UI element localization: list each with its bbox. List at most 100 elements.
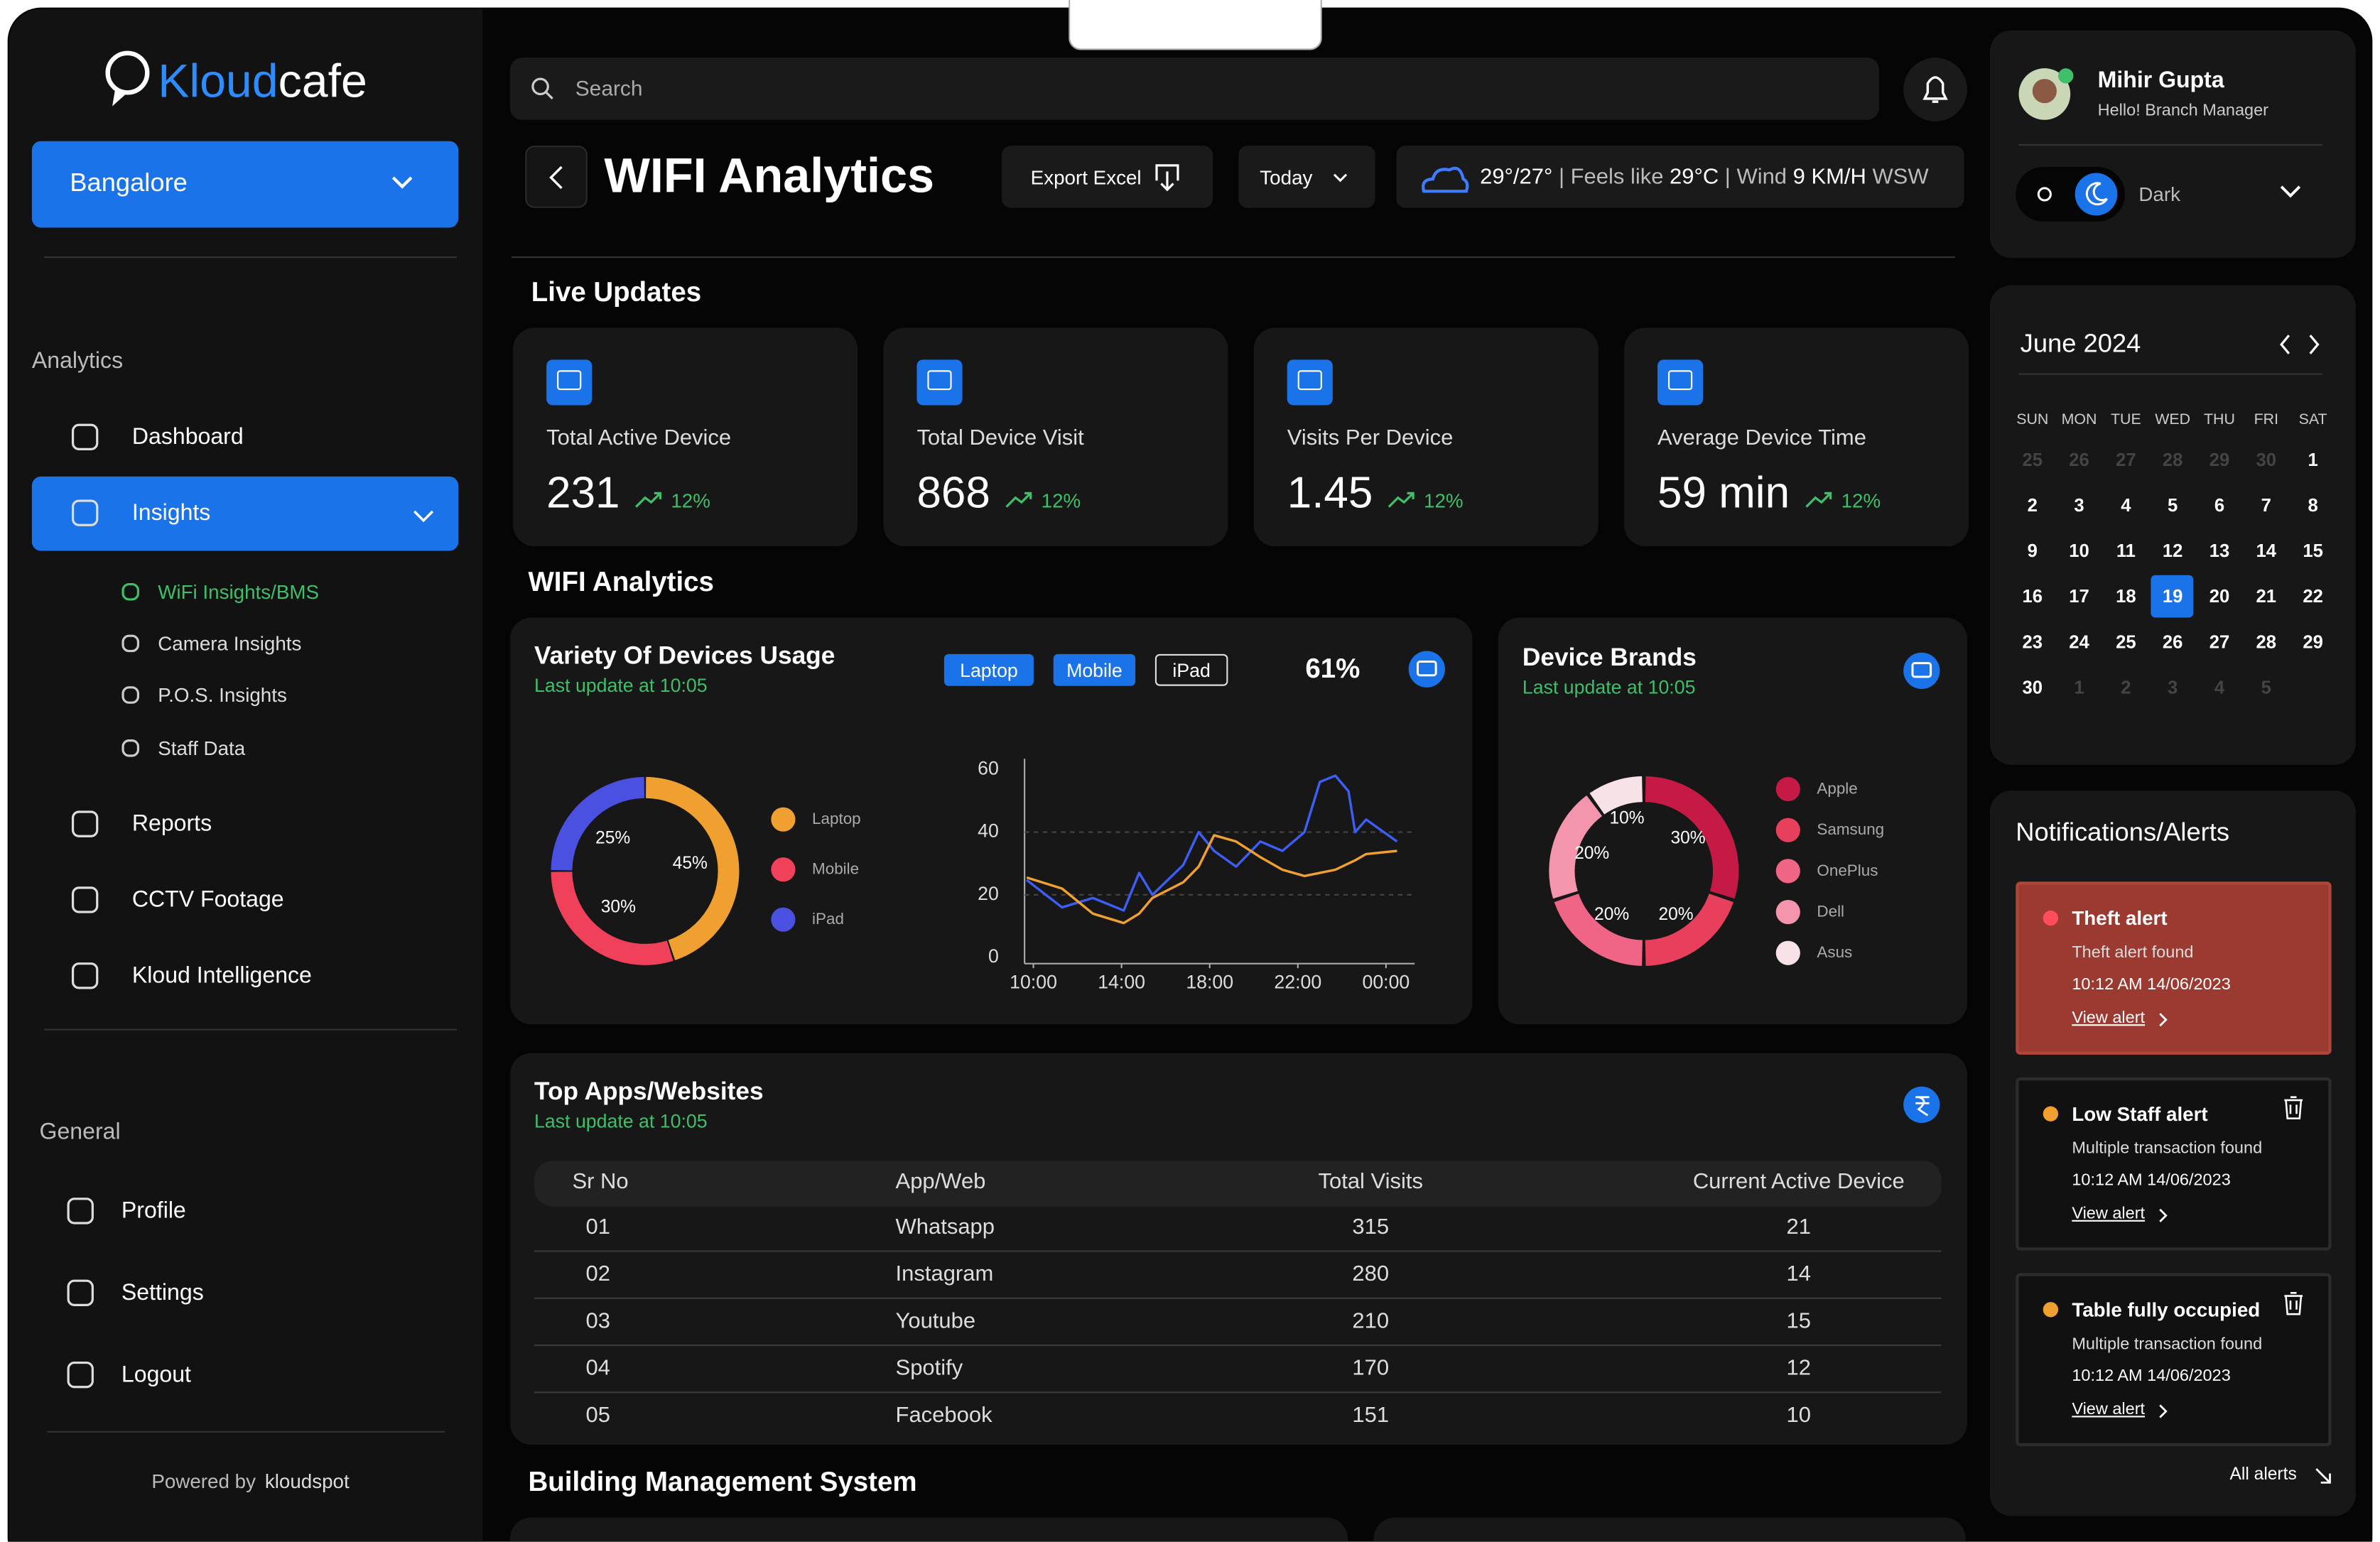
donut-label: 30% [1670,829,1705,848]
calendar-day[interactable]: 29 [2303,631,2323,653]
toggle-button[interactable] [1053,653,1136,686]
calendar-day[interactable]: 20 [2209,585,2230,607]
table-cell: 21 [1786,1215,1811,1240]
legend-dot [1775,859,1800,884]
all-alerts-link[interactable]: All alerts [2229,1465,2297,1484]
alert-link[interactable]: View alert [2072,1009,2146,1028]
trend-icon [1005,492,1032,508]
toggle-button[interactable] [943,653,1034,686]
alert-link[interactable]: View alert [2072,1205,2146,1224]
nav-item[interactable]: Dashboard [131,424,244,450]
sub-nav-item[interactable]: P.O.S. Insights [158,683,287,707]
table-cell: Instagram [895,1262,994,1287]
calendar-day: 27 [2116,449,2136,471]
line-series [1026,834,1397,925]
link-arrow-shape [2159,1404,2168,1418]
calendar-day[interactable]: 27 [2209,631,2230,653]
calendar-day[interactable]: 12 [2162,540,2183,562]
calendar-day[interactable]: 11 [2116,540,2136,562]
delete-icon[interactable] [2281,1096,2305,1120]
calendar-day[interactable]: 25 [2116,631,2136,653]
icon-shape [121,634,140,653]
donut-label: 20% [1658,905,1693,924]
calendar-day[interactable]: 4 [2121,494,2131,516]
nav-active[interactable] [31,476,459,551]
calendar-day[interactable]: 28 [2256,631,2277,653]
selected-day[interactable] [2151,575,2195,618]
moon-bg [2075,173,2118,216]
location-label: Bangalore [70,168,188,197]
calendar-day[interactable]: 18 [2116,585,2136,607]
nav-item[interactable]: Reports [131,810,212,837]
alert-link[interactable]: View alert [2072,1400,2146,1419]
arrow-shape [2315,1468,2331,1484]
back-button[interactable] [525,146,588,208]
calendar-day: 4 [2214,676,2225,698]
calendar-day[interactable]: 2 [2027,494,2038,516]
table-cell: 10 [1786,1403,1811,1428]
row-divider [534,1297,1942,1299]
divider [43,1028,458,1031]
nav-icon [71,810,99,837]
column-header: Sr No [572,1170,629,1195]
delete-icon[interactable] [2281,1291,2305,1315]
logo-part: cafe [278,54,367,108]
calendar-day[interactable]: 21 [2256,585,2277,607]
calendar-day[interactable]: 6 [2214,494,2225,516]
card-icon-glyph [1911,662,1932,678]
legend-label: Dell [1817,903,1845,921]
calendar-day[interactable]: 23 [2022,631,2043,653]
trend-icon [1388,492,1415,508]
bell-button[interactable] [1903,58,1967,121]
calendar-day[interactable]: 30 [2022,676,2043,698]
nav-item[interactable]: Settings [121,1280,204,1306]
calendar-day[interactable]: 24 [2069,631,2089,653]
calendar-day[interactable]: 15 [2303,540,2323,562]
sub-nav-item[interactable]: Staff Data [158,737,246,760]
kpi-icon-glyph [557,370,582,391]
calendar-day[interactable]: 13 [2209,540,2230,562]
bell-icon [1922,76,1948,103]
legend-dot [1775,940,1800,965]
search-bar[interactable] [509,58,1879,120]
nav-item[interactable]: Kloud Intelligence [131,962,312,989]
nav-item[interactable]: CCTV Footage [131,886,284,913]
calendar-day[interactable]: 17 [2069,585,2089,607]
nav-item[interactable]: Profile [121,1198,186,1225]
calendar-day[interactable]: 16 [2022,585,2043,607]
weather-part: WSW [1872,165,1929,190]
toggle-button[interactable] [1154,653,1228,686]
nav-item[interactable]: Logout [121,1362,191,1388]
weekday-label: THU [2203,412,2235,429]
sub-nav-item[interactable]: Camera Insights [158,631,302,655]
calendar-day[interactable]: 10 [2069,540,2089,562]
donut-chart: 30%20%20%20%10% [1549,776,1739,966]
calendar-day[interactable]: 22 [2303,585,2323,607]
calendar-day[interactable]: 14 [2256,540,2277,562]
sub-nav-item[interactable]: WiFi Insights/BMS [158,580,320,604]
calendar-day[interactable]: 3 [2074,494,2084,516]
calendar-day[interactable]: 1 [2308,449,2318,471]
theme-label: Dark [2138,183,2180,206]
calendar-day[interactable]: 19 [2162,585,2183,607]
share-value: 61% [1305,653,1361,684]
location-select[interactable] [31,141,459,228]
nav-item[interactable]: Insights [131,499,211,526]
card-icon-bg [1903,652,1940,689]
calendar-card [1989,285,2356,765]
calendar-day[interactable]: 5 [2168,494,2178,516]
calendar-day[interactable]: 9 [2027,540,2038,562]
period-select[interactable] [1238,146,1375,208]
weekday-label: SUN [2016,412,2049,429]
alert-message: Theft alert found [2072,943,2194,962]
calendar-day[interactable]: 7 [2261,494,2271,516]
weekday-label: SAT [2298,412,2327,429]
table-cell: Youtube [895,1309,976,1334]
calendar-day[interactable]: 8 [2308,494,2318,516]
card-icon [1903,652,1940,689]
calendar-day[interactable]: 26 [2162,631,2183,653]
card-title: Device Brands [1522,644,1697,672]
x-tick-label: 00:00 [1362,971,1410,992]
calendar-day: 29 [2209,449,2230,471]
trend-shape [1388,492,1415,508]
